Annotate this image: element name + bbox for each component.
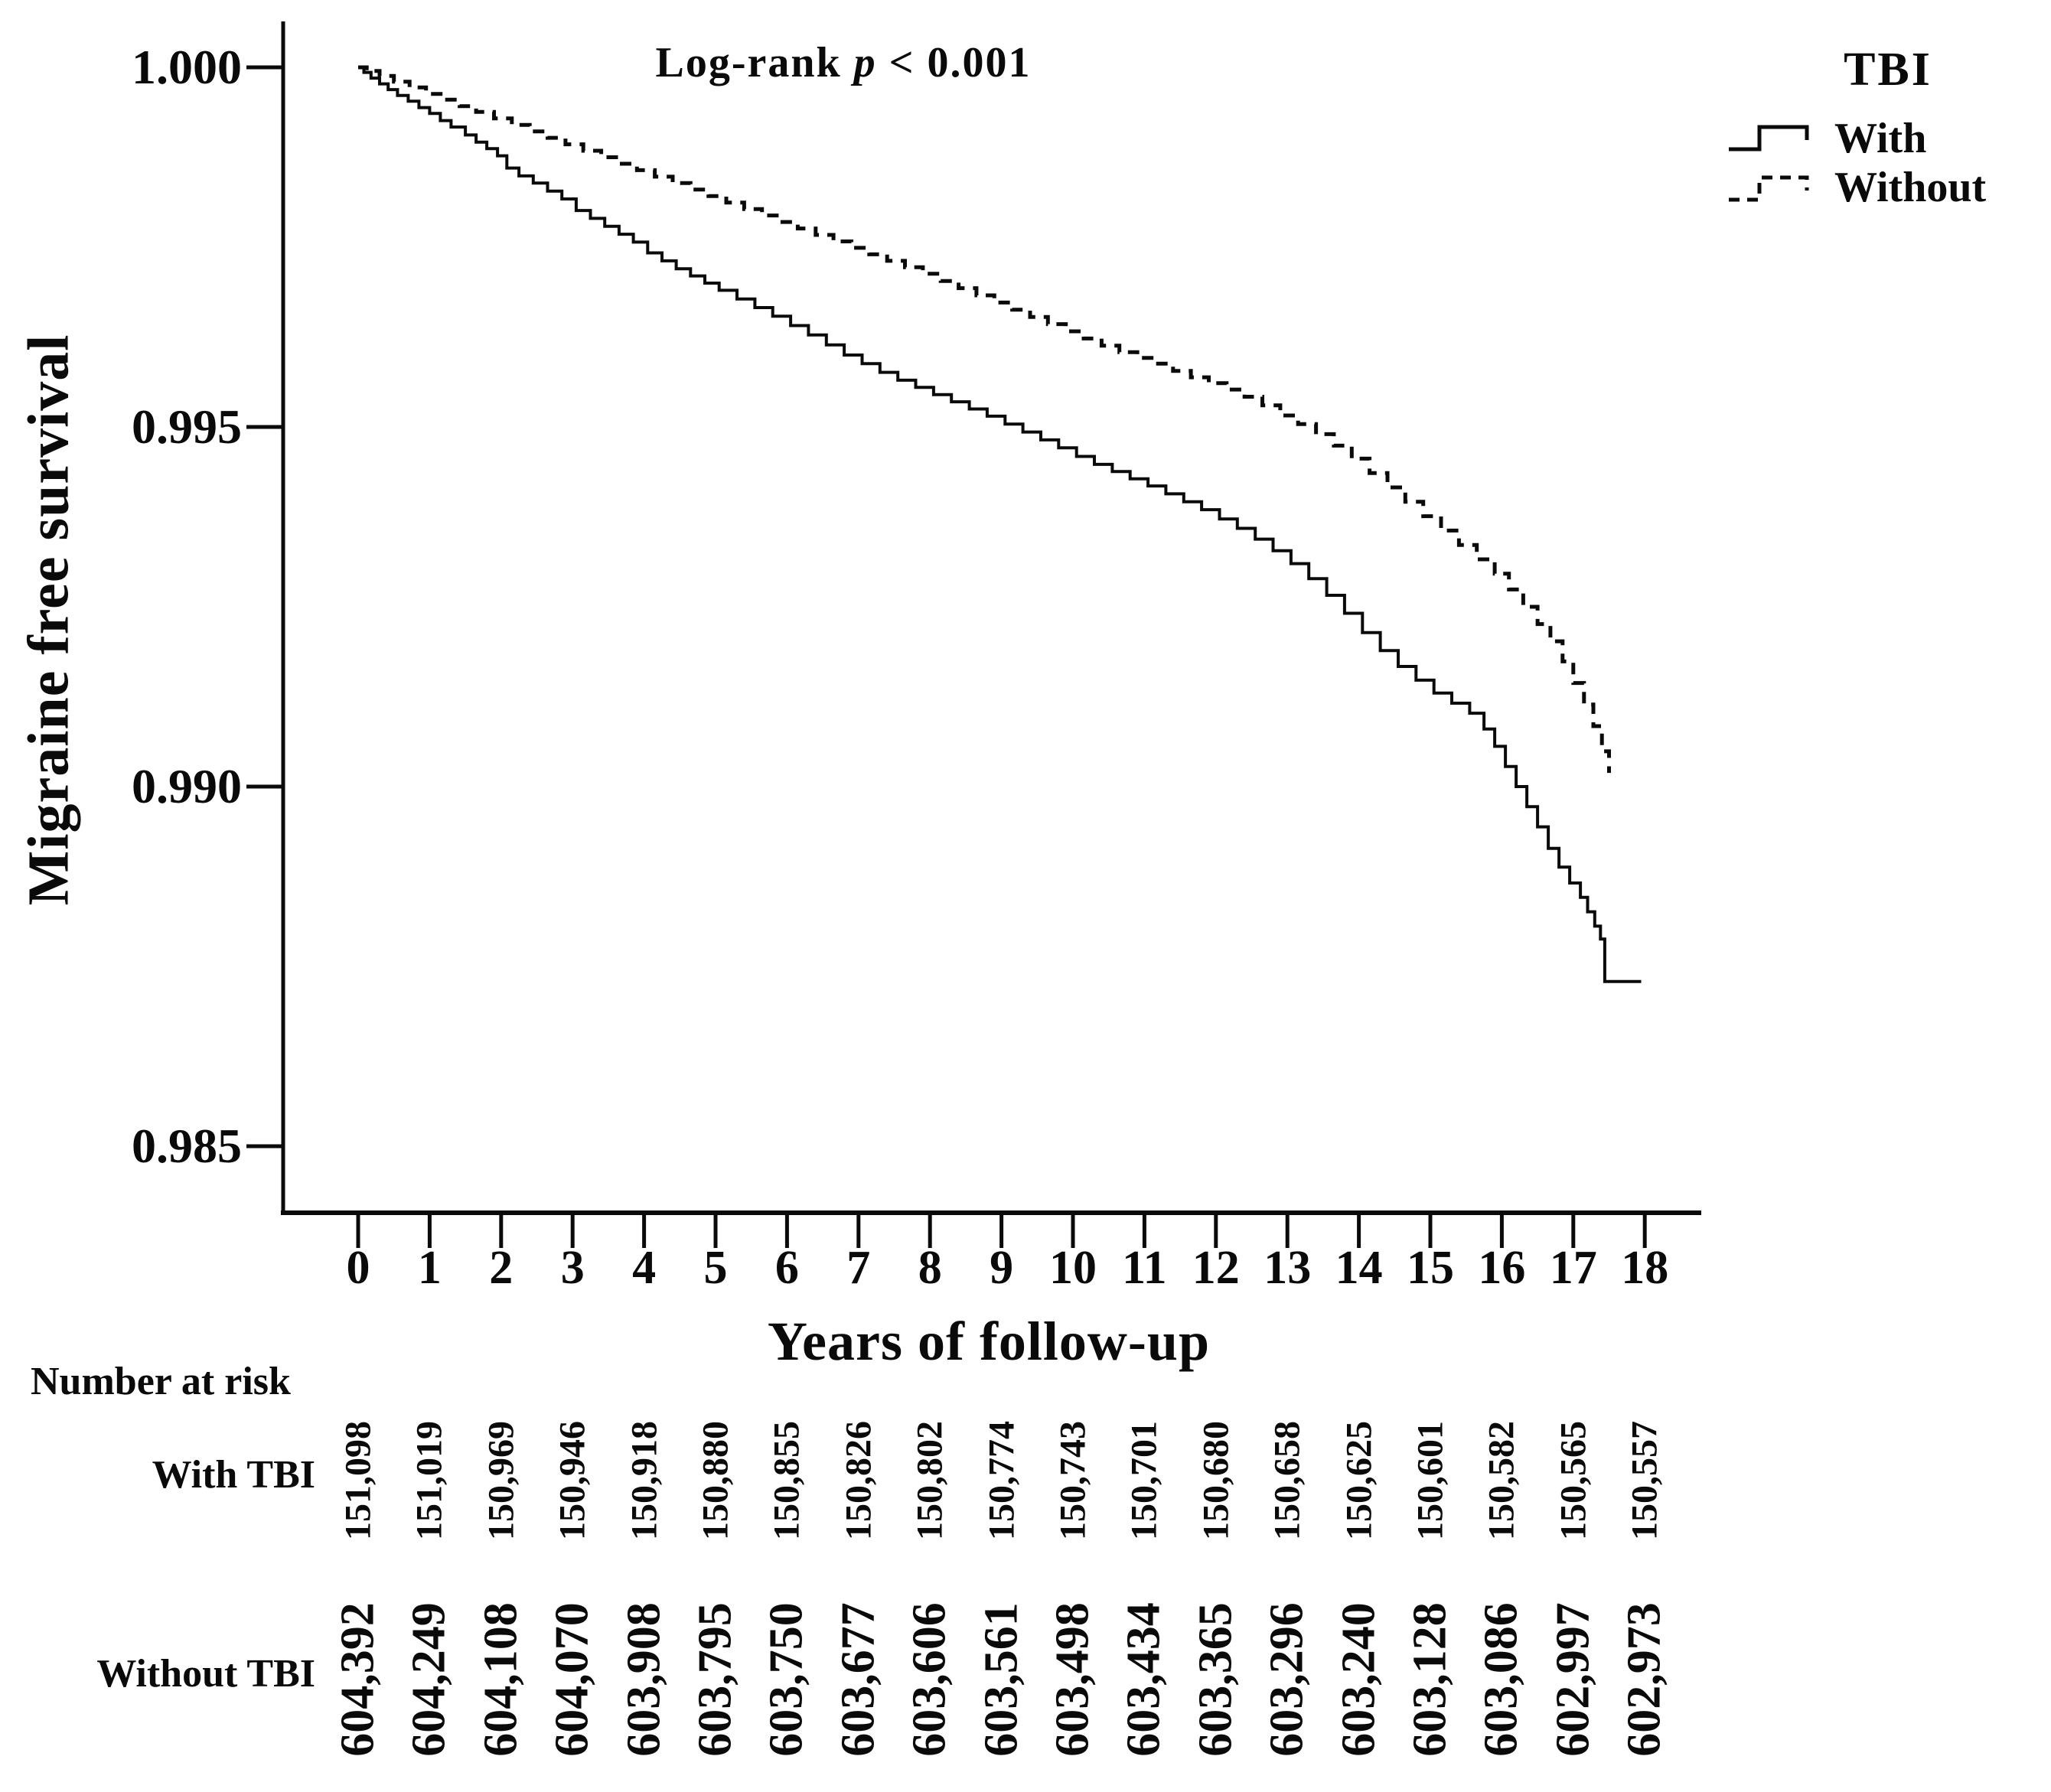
x-tick-label-15: 15 (1407, 1242, 1454, 1294)
logrank-p-symbol: p (853, 39, 877, 86)
x-tick-label-17: 17 (1549, 1242, 1597, 1294)
x-tick-label-4: 4 (632, 1242, 657, 1294)
risk-value-without-year-14: 603,240 (1332, 1602, 1385, 1757)
x-tick-label-11: 11 (1122, 1242, 1167, 1294)
y-tick-label-1.000: 1.000 (132, 40, 242, 94)
legend-item-without-label: Without (1834, 164, 1987, 211)
logrank-prefix: Log-rank (655, 39, 854, 86)
x-tick-label-12: 12 (1192, 1242, 1240, 1294)
risk-value-with-year-0: 151,098 (337, 1421, 379, 1540)
risk-value-without-year-11: 603,434 (1117, 1602, 1170, 1757)
dashed-step-line-icon (1729, 175, 1809, 202)
risk-value-with-year-17: 150,565 (1553, 1421, 1594, 1540)
logrank-annotation: Log-rank p < 0.001 (655, 38, 1031, 87)
risk-value-with-year-2: 150,969 (481, 1421, 522, 1540)
x-tick-label-10: 10 (1049, 1242, 1097, 1294)
risk-value-without-year-0: 604,392 (331, 1602, 384, 1757)
risk-value-without-year-5: 603,795 (689, 1602, 742, 1757)
risk-value-without-year-16: 603,086 (1475, 1602, 1528, 1757)
risk-value-with-year-16: 150,582 (1481, 1421, 1522, 1540)
risk-value-with-year-3: 150,946 (552, 1421, 593, 1540)
x-tick-label-5: 5 (703, 1242, 728, 1294)
risk-value-with-year-12: 150,680 (1195, 1421, 1237, 1540)
y-tick-label-0.985: 0.985 (132, 1119, 242, 1173)
risk-value-without-year-8: 603,606 (903, 1602, 956, 1757)
risk-row-label-with-tbi: With TBI (152, 1453, 315, 1497)
risk-row-label-without-tbi: Without TBI (96, 1652, 315, 1696)
legend-item-without: Without (1726, 163, 2050, 212)
risk-value-with-year-7: 150,826 (838, 1421, 879, 1540)
risk-value-with-year-4: 150,918 (624, 1421, 665, 1540)
x-tick-label-3: 3 (560, 1242, 585, 1294)
x-tick-label-0: 0 (346, 1242, 370, 1294)
survival-curve-with (358, 66, 1642, 983)
legend: TBI With Without (1726, 43, 2050, 212)
x-tick-label-16: 16 (1478, 1242, 1526, 1294)
risk-value-without-year-10: 603,498 (1046, 1602, 1099, 1757)
x-tick-label-18: 18 (1621, 1242, 1669, 1294)
legend-title: TBI (1844, 44, 1932, 96)
risk-value-with-year-15: 150,601 (1410, 1421, 1451, 1540)
legend-item-with-label: With (1834, 115, 1927, 162)
y-tick-label-0.995: 0.995 (132, 399, 242, 454)
risk-value-with-year-8: 150,802 (909, 1421, 951, 1540)
number-at-risk-header: Number at risk (31, 1360, 291, 1403)
risk-value-with-year-1: 151,019 (409, 1421, 450, 1540)
risk-value-without-year-9: 603,561 (975, 1602, 1028, 1757)
risk-value-with-year-10: 150,743 (1052, 1421, 1094, 1540)
risk-value-without-year-18: 602,973 (1618, 1602, 1671, 1757)
risk-value-without-year-12: 603,365 (1189, 1602, 1242, 1757)
x-tick-label-7: 7 (846, 1242, 871, 1294)
x-tick-label-14: 14 (1335, 1242, 1383, 1294)
x-tick-label-9: 9 (990, 1242, 1014, 1294)
x-tick-label-6: 6 (774, 1242, 799, 1294)
solid-step-line-icon (1729, 125, 1809, 152)
risk-value-without-year-6: 603,750 (760, 1602, 813, 1757)
risk-value-with-year-18: 150,557 (1624, 1421, 1665, 1540)
risk-value-with-year-5: 150,880 (695, 1421, 736, 1540)
risk-value-without-year-7: 603,677 (832, 1602, 885, 1757)
risk-value-without-year-3: 604,070 (546, 1602, 598, 1757)
risk-value-with-year-6: 150,855 (766, 1421, 807, 1540)
risk-value-with-year-14: 150,625 (1339, 1421, 1380, 1540)
risk-value-without-year-13: 603,296 (1260, 1602, 1313, 1757)
risk-value-with-year-11: 150,701 (1123, 1421, 1165, 1540)
risk-value-with-year-9: 150,774 (981, 1421, 1022, 1540)
risk-value-without-year-1: 604,249 (403, 1602, 455, 1757)
risk-value-without-year-4: 603,908 (618, 1602, 670, 1757)
legend-item-with: With (1726, 114, 2050, 163)
logrank-suffix: < 0.001 (876, 39, 1032, 86)
x-axis-title: Years of follow-up (768, 1311, 1210, 1372)
risk-value-without-year-17: 602,997 (1547, 1602, 1599, 1757)
risk-value-without-year-2: 604,108 (474, 1602, 527, 1757)
x-tick-label-13: 13 (1264, 1242, 1312, 1294)
risk-value-with-year-13: 150,658 (1267, 1421, 1308, 1540)
x-tick-label-8: 8 (918, 1242, 942, 1294)
risk-value-without-year-15: 603,128 (1404, 1602, 1456, 1757)
x-tick-label-1: 1 (417, 1242, 442, 1294)
survival-curve-without (358, 65, 1611, 774)
x-tick-label-2: 2 (489, 1242, 514, 1294)
y-tick-label-0.990: 0.990 (132, 759, 242, 813)
